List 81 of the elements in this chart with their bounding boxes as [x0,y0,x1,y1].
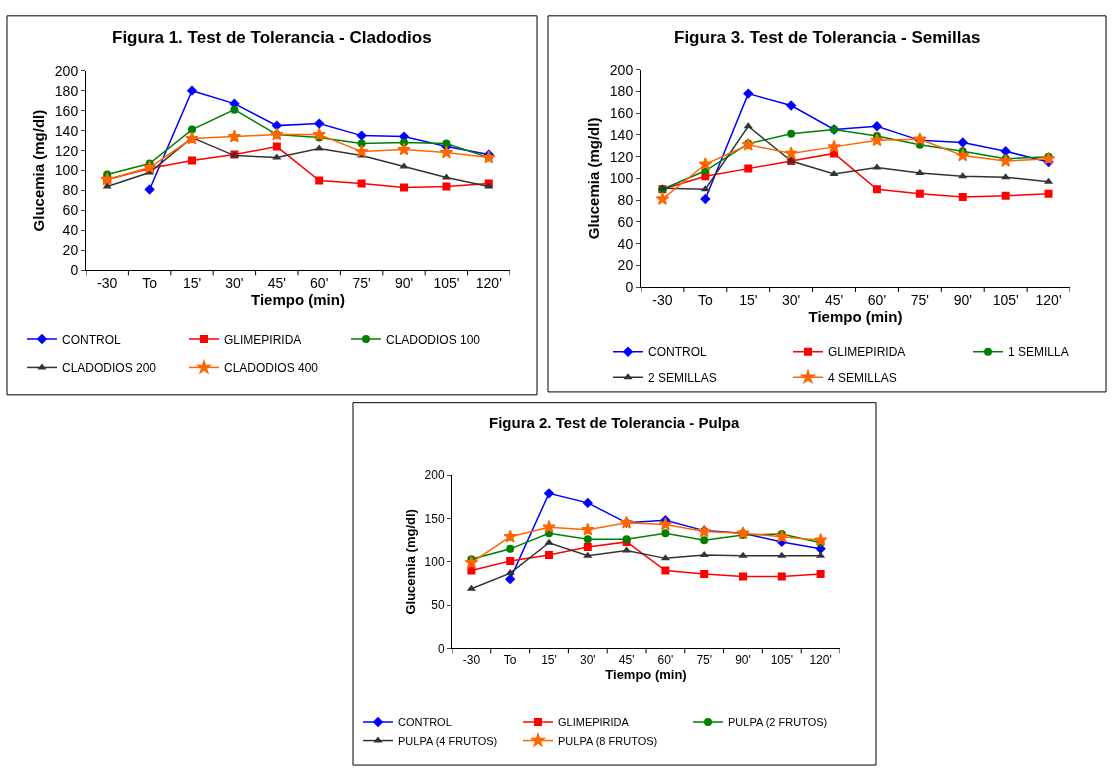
x-tick-label: 30' [579,652,596,667]
legend-label: GLIMEPIRIDA [558,716,630,729]
y-tick-label: 100 [424,555,445,570]
y-tick-label: 120 [54,142,79,159]
x-tick-label: 90' [953,291,972,308]
x-tick-label: 45' [267,275,286,292]
x-tick-label: 75' [910,291,929,308]
legend-label: PULPA (2 FRUTOS) [728,716,828,729]
chart-title: Figura 1. Test de Tolerancia - Cladodios [112,28,432,47]
x-tick-label: 60' [657,652,674,667]
legend-label: CONTROL [648,345,707,360]
x-tick-label: To [697,291,713,308]
legend-label: PULPA (8 FRUTOS) [558,734,658,747]
legend-label: CLADODIOS 200 [62,361,157,376]
x-tick-label: 90' [394,275,414,292]
legend-label: 1 SEMILLA [1008,345,1069,360]
y-tick-label: 60 [62,202,79,219]
y-tick-label: 40 [62,222,79,239]
legend-label: CONTROL [62,332,121,347]
y-tick-label: 80 [617,192,634,209]
legend-label: CLADODIOS 400 [224,361,319,376]
x-tick-label: 120' [809,652,832,667]
legend-label: CONTROL [398,716,452,729]
y-tick-label: 40 [617,235,634,252]
y-tick-label: 20 [62,242,79,259]
legend-label: CLADODIOS 100 [386,332,481,347]
y-tick-label: 200 [424,468,445,483]
x-tick-label: 45' [618,652,635,667]
x-tick-label: To [503,652,517,667]
x-tick-label: 30' [782,291,801,308]
y-tick-label: 50 [431,598,445,613]
y-tick-label: 160 [54,102,79,119]
y-tick-label: 200 [609,61,634,78]
chart-title: Figura 2. Test de Tolerancia - Pulpa [489,414,740,431]
x-tick-label: 15' [739,291,758,308]
y-tick-label: 0 [70,262,79,279]
y-tick-label: 0 [625,279,634,296]
y-axis-title: Glucemia (mg/dl) [30,109,48,232]
x-tick-label: 60' [867,291,887,308]
y-axis-title: Glucemia (mg/dl) [402,509,418,615]
x-tick-label: 30' [225,275,244,292]
y-tick-label: 80 [62,182,79,199]
x-tick-label: To [142,275,158,292]
y-tick-label: 0 [437,641,445,656]
legend-label: 4 SEMILLAS [828,370,897,385]
x-tick-label: 75' [352,275,371,292]
y-tick-label: 150 [424,511,445,526]
legend-label: 2 SEMILLAS [648,370,717,385]
y-tick-label: 160 [609,105,634,122]
x-axis-title: Tiempo (min) [251,291,345,309]
x-tick-label: 120' [1035,291,1062,308]
y-tick-label: 120 [609,148,634,165]
x-tick-label: 105' [992,291,1019,308]
x-tick-label: 45' [824,291,844,308]
y-tick-label: 100 [54,162,79,179]
y-tick-label: 140 [54,122,79,139]
x-tick-label: 120' [475,275,502,292]
chart-title: Figura 3. Test de Tolerancia - Semillas [674,28,981,47]
x-tick-label: -30 [652,291,673,308]
x-tick-label: 75' [696,652,713,667]
x-tick-label: 90' [735,652,751,667]
y-tick-label: 20 [617,257,634,274]
x-tick-label: 105' [433,275,460,292]
x-tick-label: 15' [182,275,202,292]
legend-label: PULPA (4 FRUTOS) [398,734,498,747]
x-axis-title: Tiempo (min) [808,307,903,325]
y-tick-label: 200 [54,62,79,79]
y-tick-label: 100 [609,170,634,187]
y-tick-label: 180 [609,83,634,100]
y-tick-label: 180 [54,82,79,99]
x-tick-label: -30 [97,275,118,292]
x-tick-label: 60' [310,275,329,292]
x-tick-label: 15' [541,652,557,667]
y-tick-label: 60 [617,213,634,230]
x-tick-label: 105' [770,652,793,667]
x-axis-title: Tiempo (min) [605,667,687,683]
legend-label: GLIMEPIRIDA [224,332,302,347]
x-tick-label: -30 [462,652,481,667]
y-axis-title: Glucemia (mg/dl) [585,117,603,240]
legend-label: GLIMEPIRIDA [828,345,906,360]
y-tick-label: 140 [609,126,634,143]
